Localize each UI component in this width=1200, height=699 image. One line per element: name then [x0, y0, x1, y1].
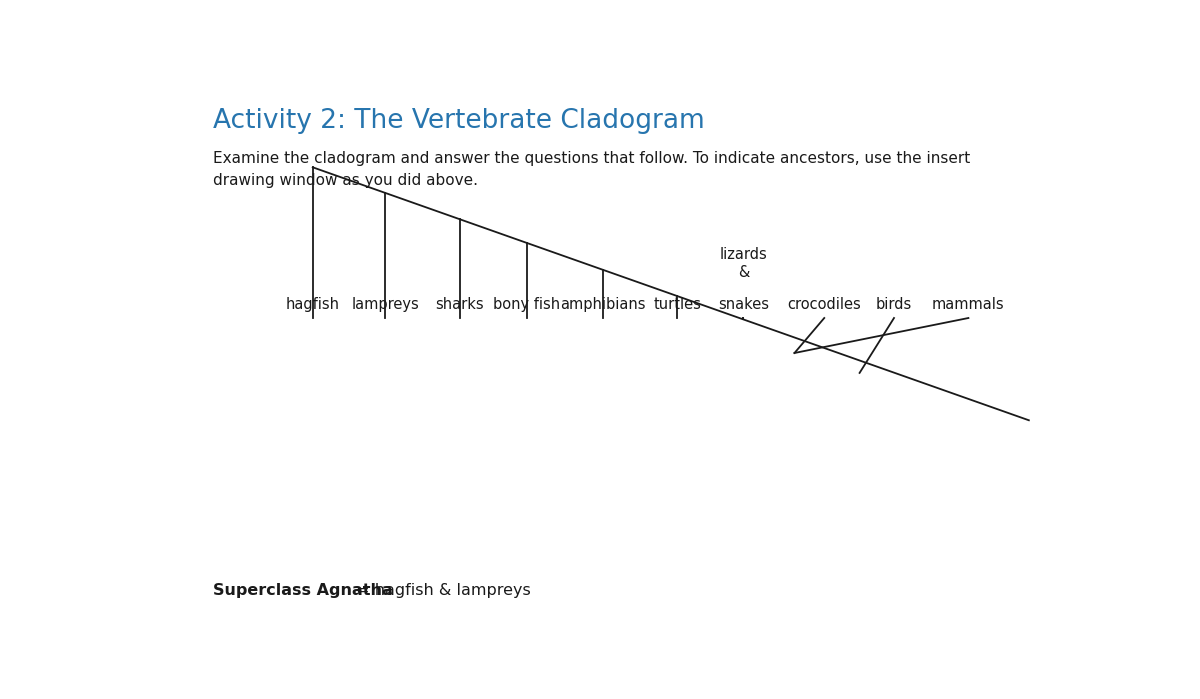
Text: lampreys: lampreys — [352, 296, 419, 312]
Text: hagfish: hagfish — [286, 296, 340, 312]
Text: turtles: turtles — [653, 296, 701, 312]
Text: snakes: snakes — [718, 296, 769, 312]
Text: amphibians: amphibians — [560, 296, 646, 312]
Text: = hagfish & lampreys: = hagfish & lampreys — [350, 583, 530, 598]
Text: sharks: sharks — [436, 296, 484, 312]
Text: bony fish: bony fish — [493, 296, 560, 312]
Text: Activity 2: The Vertebrate Cladogram: Activity 2: The Vertebrate Cladogram — [214, 108, 704, 134]
Text: Superclass Agnatha: Superclass Agnatha — [214, 583, 392, 598]
Text: lizards
&: lizards & — [720, 247, 767, 280]
Text: birds: birds — [876, 296, 912, 312]
Text: crocodiles: crocodiles — [787, 296, 862, 312]
Text: mammals: mammals — [932, 296, 1004, 312]
Text: Examine the cladogram and answer the questions that follow. To indicate ancestor: Examine the cladogram and answer the que… — [214, 151, 971, 188]
